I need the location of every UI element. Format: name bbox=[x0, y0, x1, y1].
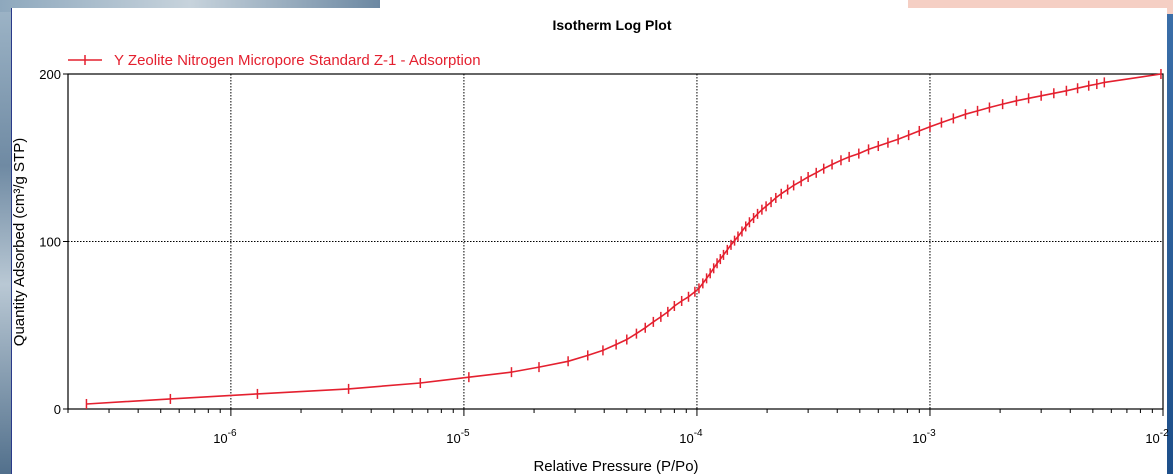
y-tick-label: 200 bbox=[39, 67, 61, 82]
x-axis: 10-6 10-5 10-4 10-3 10-2 bbox=[67, 409, 1169, 446]
legend-label: Y Zeolite Nitrogen Micropore Standard Z-… bbox=[114, 52, 481, 69]
y-tick-label: 100 bbox=[39, 235, 61, 250]
x-tick-label: 10-6 bbox=[213, 428, 237, 446]
x-tick-label: 10-2 bbox=[1145, 428, 1169, 446]
series-adsorption bbox=[85, 69, 1162, 409]
background-strip-right bbox=[1166, 14, 1173, 474]
x-tick-label: 10-3 bbox=[912, 428, 936, 446]
x-tick-label: 10-4 bbox=[679, 428, 703, 446]
y-axis-label: Quantity Adsorbed (cm³/g STP) bbox=[11, 138, 28, 346]
x-tick-label: 10-5 bbox=[446, 428, 470, 446]
legend: Y Zeolite Nitrogen Micropore Standard Z-… bbox=[68, 52, 481, 69]
background-strip-left bbox=[0, 0, 12, 474]
x-axis-label: Relative Pressure (P/Po) bbox=[533, 458, 698, 474]
series-line bbox=[86, 73, 1162, 405]
y-axis: 0 100 200 bbox=[39, 67, 68, 417]
y-tick-label: 0 bbox=[54, 402, 61, 417]
chart-title: Isotherm Log Plot bbox=[553, 17, 672, 33]
grid-lines bbox=[68, 74, 1163, 409]
